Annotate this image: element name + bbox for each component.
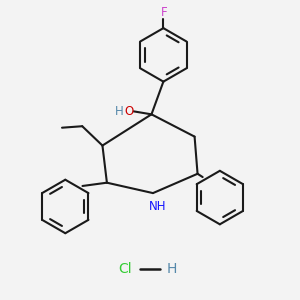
Text: O: O [124,105,133,118]
Text: NH: NH [149,200,166,213]
Text: H: H [115,105,124,118]
Text: F: F [161,6,167,19]
Text: H: H [167,262,177,276]
Text: Cl: Cl [118,262,131,276]
